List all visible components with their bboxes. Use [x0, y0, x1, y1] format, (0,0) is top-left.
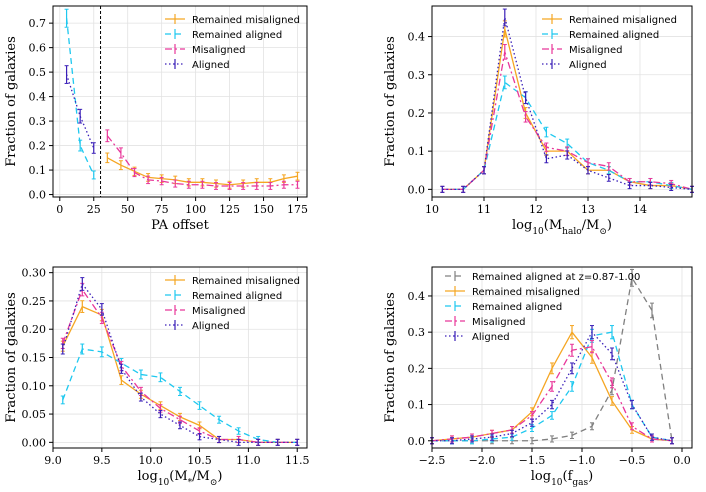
- x-tick-label: −1.0: [569, 454, 596, 467]
- y-tick-label: 0.30: [22, 267, 47, 280]
- y-axis-label: Fraction of galaxies: [383, 292, 398, 423]
- y-tick-label: 0.2: [408, 362, 426, 375]
- series-line-aligned: [442, 17, 693, 191]
- x-tick-label: 150: [253, 203, 274, 216]
- panel-stellar-mass: 9.0 9.5 10.0 10.5 11.0 11.5 0.00 0.05 0.10 0.15 0.…: [4, 266, 310, 488]
- x-tick-label: 11: [477, 203, 491, 216]
- x-axis-label: log10(M*/M⊙): [138, 469, 223, 488]
- y-tick-label: 0.20: [22, 323, 47, 336]
- x-tick-label: 0: [56, 203, 63, 216]
- y-tick-label: 0.0: [408, 183, 426, 196]
- y-tick-label: 0.05: [22, 408, 47, 421]
- x-tick-label: 0.0: [673, 454, 691, 467]
- legend-label: Remained aligned: [192, 291, 282, 302]
- series-line-misaligned: [442, 51, 693, 191]
- legend-label: Misaligned: [192, 306, 246, 317]
- y-tick-label: 0.00: [22, 436, 47, 449]
- y-tick-label: 0.2: [29, 140, 47, 153]
- series-line-remained_aligned: [442, 81, 693, 191]
- x-tick-label: 14: [633, 203, 647, 216]
- y-tick-label: 0.25: [22, 295, 47, 308]
- x-tick-label: −2.0: [469, 454, 496, 467]
- y-tick-label: 0.1: [408, 399, 426, 412]
- legend-label: Remained aligned: [472, 302, 562, 313]
- series-line-misaligned: [431, 345, 673, 442]
- y-tick-label: 0.0: [29, 189, 47, 202]
- legend-label: Misaligned: [569, 45, 623, 56]
- y-tick-label: 0.4: [408, 290, 426, 303]
- legend-label: Remained aligned: [569, 30, 659, 41]
- x-tick-label: 100: [185, 203, 206, 216]
- x-axis-label: log10(fgas): [531, 469, 593, 488]
- x-tick-label: −1.5: [519, 454, 546, 467]
- x-tick-label: 10: [425, 203, 439, 216]
- y-tick-label: 0.3: [29, 115, 47, 128]
- panel-halo-mass: 10 11 12 13 14 0.0 0.1 0.2 0.3 0.4 log10(Mhalo/M⊙)…: [383, 5, 694, 237]
- x-tick-label: 10.0: [138, 454, 163, 467]
- x-tick-label: 9.0: [44, 454, 62, 467]
- panel-pa-offset: 0 25 50 75 100 125 150 175 0.0 0.1 0.2 0.3 0.4 0.5 0.6…: [4, 5, 308, 233]
- x-axis-label: PA offset: [151, 218, 210, 233]
- legend-label: Remained misaligned: [472, 287, 580, 298]
- series-line-remained_aligned: [65, 18, 95, 176]
- y-axis-label: Fraction of galaxies: [4, 36, 19, 167]
- legend-label: Misaligned: [192, 45, 246, 56]
- x-tick-label: 12: [529, 203, 543, 216]
- x-tick-label: 11.5: [285, 454, 310, 467]
- plot-frame: [52, 5, 308, 198]
- y-tick-label: 0.3: [408, 69, 426, 82]
- y-tick-label: 0.4: [29, 91, 47, 104]
- x-tick-label: −0.5: [619, 454, 646, 467]
- y-axis-label: Fraction of galaxies: [383, 36, 398, 167]
- plot-frame: [431, 5, 693, 198]
- y-tick-label: 0.2: [408, 107, 426, 120]
- y-tick-label: 0.6: [29, 42, 47, 55]
- x-tick-label: 125: [219, 203, 240, 216]
- plot-frame: [431, 266, 693, 449]
- legend-label: Aligned: [192, 321, 230, 332]
- x-tick-label: 75: [155, 203, 169, 216]
- legend-label: Remained aligned at z=0.87-1.00: [472, 272, 640, 283]
- x-tick-label: 50: [121, 203, 135, 216]
- y-tick-label: 0.1: [408, 145, 426, 158]
- y-tick-label: 0.3: [408, 326, 426, 339]
- legend-label: Remained misaligned: [569, 15, 677, 26]
- y-tick-label: 0.10: [22, 380, 47, 393]
- legend-label: Remained misaligned: [192, 15, 300, 26]
- x-tick-label: −2.5: [419, 454, 446, 467]
- panel-gas-fraction: −2.5 −2.0 −1.5 −1.0 −0.5 0.0 0.0 0.1 0.2 0.3 0.4 lo…: [383, 266, 693, 488]
- x-axis-label: log10(Mhalo/M⊙): [512, 218, 612, 237]
- legend-label: Aligned: [472, 332, 510, 343]
- y-tick-label: 0.0: [408, 435, 426, 448]
- x-tick-label: 9.5: [93, 454, 111, 467]
- x-tick-label: 11.0: [236, 454, 261, 467]
- y-tick-label: 0.5: [29, 66, 47, 79]
- legend-label: Aligned: [569, 60, 607, 71]
- x-tick-label: 25: [87, 203, 101, 216]
- series-line-remained_misaligned: [442, 28, 693, 191]
- y-tick-label: 0.4: [408, 31, 426, 44]
- legend-label: Misaligned: [472, 317, 526, 328]
- x-tick-label: 10.5: [187, 454, 212, 467]
- x-tick-label: 175: [287, 203, 308, 216]
- y-axis-label: Fraction of galaxies: [4, 292, 19, 423]
- legend-label: Remained misaligned: [192, 276, 300, 287]
- legend-label: Aligned: [192, 60, 230, 71]
- y-tick-label: 0.1: [29, 164, 47, 177]
- x-tick-label: 13: [581, 203, 595, 216]
- y-tick-label: 0.15: [22, 352, 47, 365]
- legend-label: Remained aligned: [192, 30, 282, 41]
- y-tick-label: 0.7: [29, 17, 47, 30]
